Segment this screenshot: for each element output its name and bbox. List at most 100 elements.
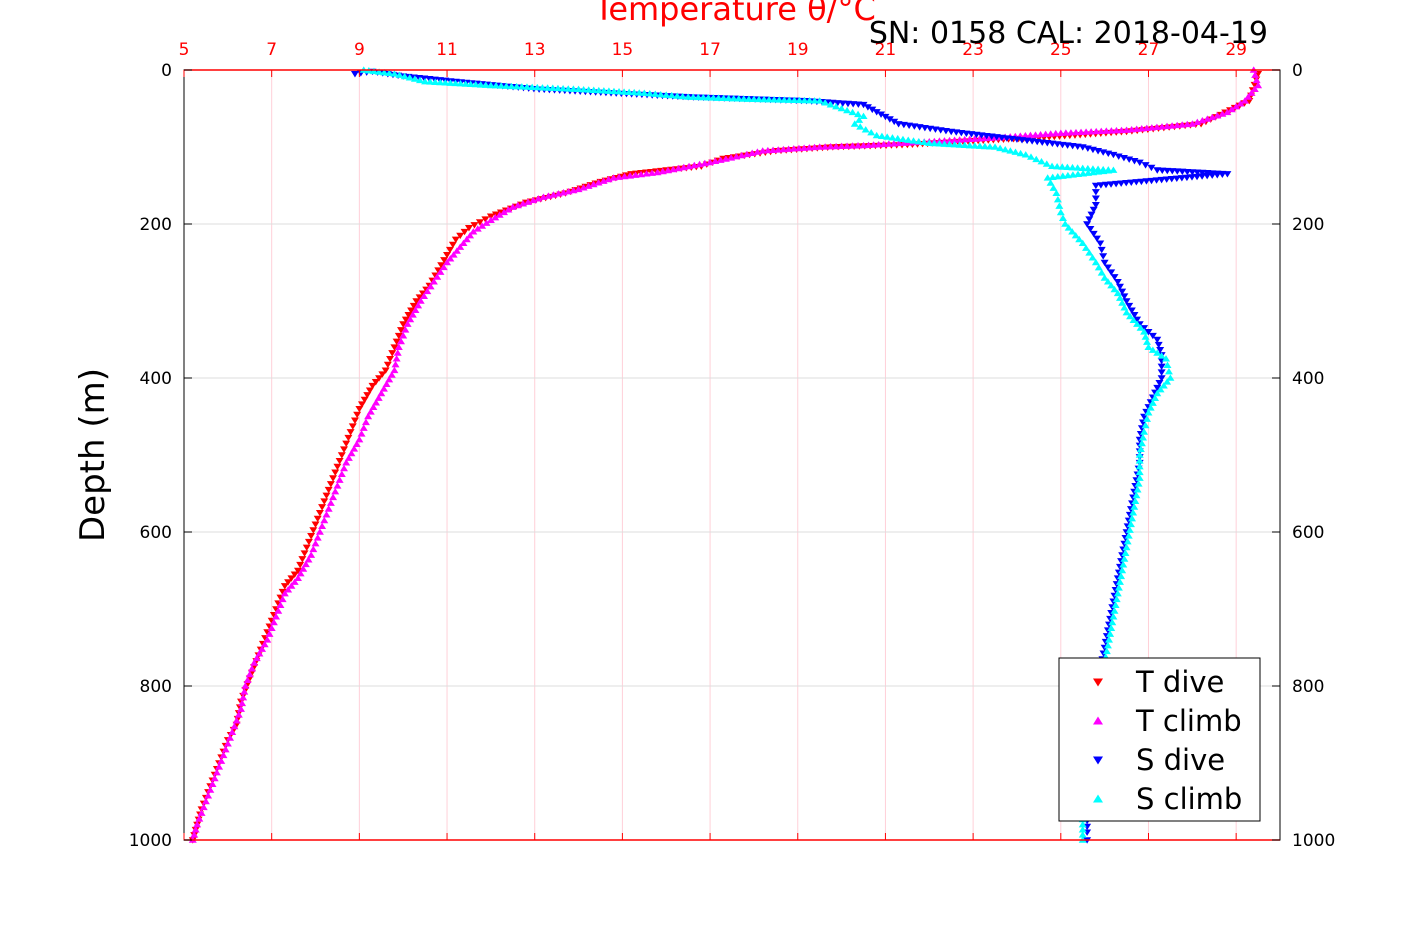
data-point	[365, 387, 374, 394]
data-point	[1086, 226, 1095, 233]
data-point	[1068, 228, 1077, 235]
data-point	[495, 211, 504, 218]
data-point	[1058, 172, 1067, 179]
data-point	[315, 509, 324, 517]
data-point	[574, 185, 583, 193]
data-point	[1122, 126, 1131, 133]
data-point	[719, 94, 728, 101]
data-point	[794, 144, 803, 152]
x-tick-label: 25	[1050, 40, 1072, 60]
data-point	[299, 565, 308, 572]
data-point	[1126, 520, 1135, 528]
data-point	[1103, 278, 1112, 285]
data-point	[1087, 211, 1096, 218]
data-point	[258, 645, 267, 652]
data-point	[1097, 269, 1106, 276]
data-point	[899, 139, 908, 146]
data-point	[599, 177, 608, 184]
data-point	[276, 601, 285, 608]
data-point	[534, 195, 543, 202]
data-point	[226, 734, 235, 741]
data-point	[201, 797, 210, 805]
data-point	[1092, 127, 1101, 135]
data-point	[491, 211, 500, 218]
data-point	[656, 90, 665, 98]
data-point	[363, 392, 372, 399]
data-point	[1082, 244, 1091, 251]
data-point	[584, 182, 593, 189]
data-point	[1123, 538, 1132, 545]
data-point	[667, 91, 676, 99]
data-point	[955, 141, 964, 148]
data-point	[320, 498, 329, 505]
data-point	[1168, 122, 1177, 129]
data-point	[460, 228, 469, 236]
data-point	[548, 84, 557, 91]
data-point	[1088, 254, 1097, 261]
data-point	[930, 139, 939, 147]
data-point	[1107, 624, 1116, 632]
data-point	[1251, 71, 1260, 78]
series-t-climb	[188, 66, 1263, 843]
data-point	[863, 104, 872, 111]
data-point	[898, 135, 907, 143]
data-point	[386, 355, 395, 363]
data-point	[604, 175, 613, 183]
data-point	[1152, 123, 1161, 131]
data-point	[400, 72, 409, 80]
data-point	[544, 192, 553, 199]
data-point	[212, 769, 221, 776]
data-point	[1122, 298, 1131, 305]
data-point	[925, 139, 934, 146]
data-point	[247, 665, 256, 672]
data-point	[250, 659, 259, 666]
data-point	[390, 344, 399, 351]
data-point	[689, 93, 698, 100]
data-point	[1134, 480, 1143, 487]
y-tick-label-right: 800	[1292, 677, 1324, 697]
data-point	[1073, 164, 1082, 171]
data-point	[985, 143, 994, 150]
data-point	[1113, 590, 1122, 597]
data-point	[1073, 170, 1082, 178]
data-point	[724, 94, 733, 102]
data-point	[1091, 189, 1100, 196]
data-point	[204, 792, 213, 799]
data-point	[371, 379, 380, 386]
data-point	[721, 155, 730, 162]
data-point	[1100, 274, 1109, 281]
data-point	[1157, 369, 1166, 376]
data-point	[361, 418, 370, 426]
data-point	[837, 142, 846, 150]
data-point	[960, 141, 969, 149]
data-point	[375, 375, 384, 382]
data-point	[874, 140, 883, 148]
data-point	[385, 375, 394, 383]
data-point	[399, 332, 408, 339]
data-point	[1036, 130, 1045, 138]
data-point	[491, 213, 500, 221]
data-point	[429, 278, 438, 285]
data-point	[1163, 378, 1172, 385]
data-point	[589, 86, 598, 93]
data-point	[1117, 126, 1126, 134]
data-point	[630, 88, 639, 96]
data-point	[744, 95, 753, 102]
data-point	[387, 371, 396, 378]
data-point	[1120, 293, 1129, 300]
data-point	[1026, 131, 1035, 139]
y-axis-label: Depth (m)	[73, 368, 113, 542]
data-point	[775, 96, 784, 103]
data-point	[538, 84, 547, 91]
data-point	[955, 136, 964, 143]
data-point	[466, 231, 475, 239]
data-point	[1140, 428, 1149, 435]
data-point	[287, 575, 296, 582]
data-point	[1114, 584, 1123, 591]
data-point	[626, 172, 635, 179]
data-point	[975, 142, 984, 149]
chart-annotation: SN: 0158 CAL: 2018-04-19	[869, 16, 1268, 51]
data-point	[466, 80, 475, 88]
data-point	[1041, 130, 1050, 138]
data-point	[481, 216, 490, 223]
